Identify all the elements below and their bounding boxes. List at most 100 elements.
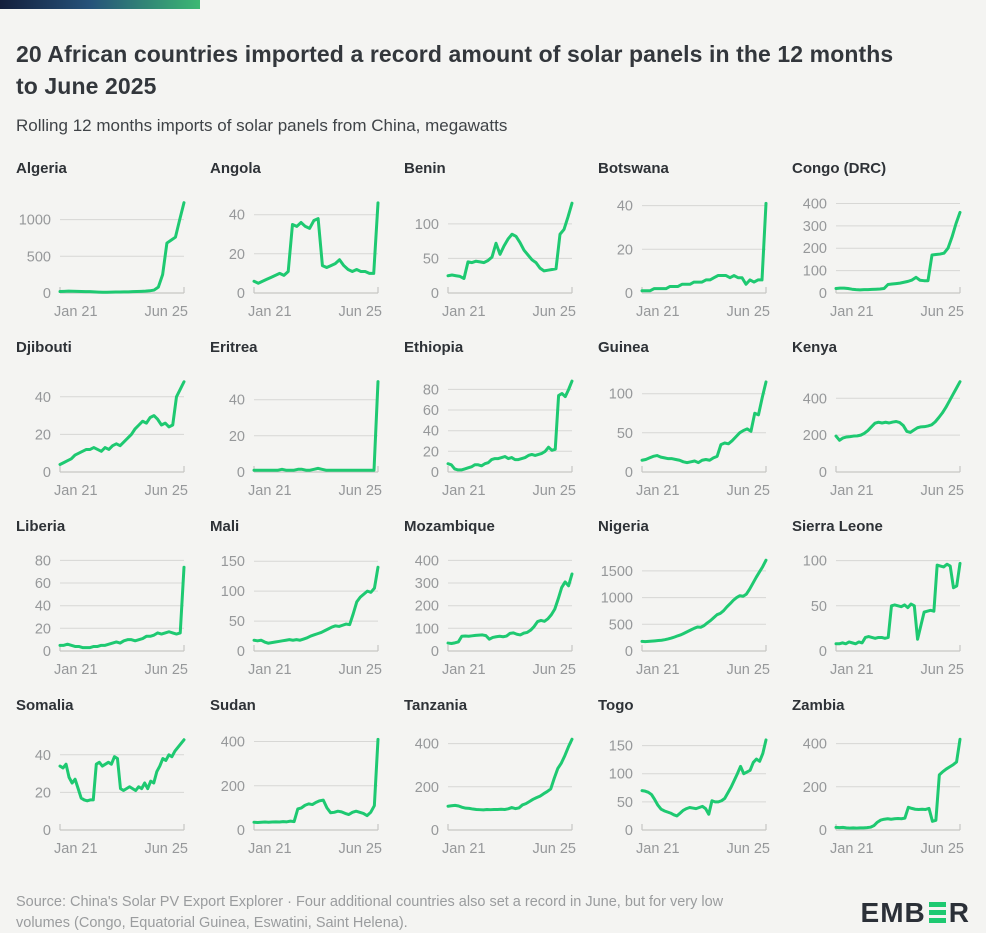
chart-cell-botswana: Botswana 0 20 40 Jan 21 Jun 25: [598, 160, 776, 339]
data-series-line: [446, 738, 574, 812]
x-tick-label-end: Jun 25: [920, 841, 964, 857]
x-tick-label-start: Jan 21: [442, 483, 486, 499]
y-tick-label: 0: [819, 465, 827, 481]
y-tick-label: 60: [35, 576, 51, 592]
y-tick-label: 200: [803, 242, 827, 258]
y-tick-label: 20: [35, 428, 51, 444]
y-tick-label: 50: [423, 252, 439, 268]
x-tick-label-start: Jan 21: [636, 483, 680, 499]
y-tick-label: 200: [803, 780, 827, 796]
data-series-line: [834, 211, 962, 292]
y-tick-label: 20: [35, 786, 51, 802]
x-tick-label-end: Jun 25: [144, 304, 188, 320]
x-tick-label-start: Jan 21: [442, 841, 486, 857]
chart-title: Algeria: [16, 160, 67, 178]
y-tick-label: 300: [803, 219, 827, 235]
line-chart: 0 500 1000 Jan 21 Jun 25: [19, 201, 188, 320]
chart-cell-benin: Benin 0 50 100 Jan 21 Jun 25: [404, 160, 582, 339]
line-chart: 0 200 400 Jan 21 Jun 25: [221, 735, 382, 858]
y-tick-label: 0: [625, 286, 633, 302]
y-tick-label: 0: [237, 644, 245, 660]
y-tick-label: 0: [819, 644, 827, 660]
y-tick-label: 40: [617, 199, 633, 215]
y-tick-label: 0: [431, 644, 439, 660]
chart-cell-guinea: Guinea 0 50 100 Jan 21 Jun 25: [598, 339, 776, 518]
x-tick-label-start: Jan 21: [636, 304, 680, 320]
y-tick-label: 150: [609, 739, 633, 755]
brand-gradient-bar: [0, 0, 200, 9]
x-tick-label-start: Jan 21: [54, 483, 98, 499]
x-tick-label-end: Jun 25: [920, 662, 964, 678]
y-tick-label: 50: [617, 426, 633, 442]
x-tick-label-start: Jan 21: [54, 841, 98, 857]
line-chart: 0 20 40 Jan 21 Jun 25: [229, 201, 382, 320]
x-tick-label-end: Jun 25: [726, 304, 770, 320]
y-tick-label: 400: [803, 392, 827, 408]
y-tick-label: 40: [35, 390, 51, 406]
y-tick-label: 300: [415, 576, 439, 592]
data-series-line: [58, 380, 186, 467]
x-tick-label-start: Jan 21: [248, 304, 292, 320]
line-chart: 0 20 40 Jan 21 Jun 25: [229, 380, 382, 499]
chart-title: Somalia: [16, 697, 74, 715]
y-tick-label: 0: [237, 823, 245, 839]
y-tick-label: 100: [415, 622, 439, 638]
ember-logo-green-e-icon: [928, 902, 946, 924]
data-series-line: [640, 202, 768, 293]
y-tick-label: 50: [811, 599, 827, 615]
y-tick-label: 0: [625, 823, 633, 839]
data-series-line: [58, 201, 186, 295]
y-tick-label: 80: [423, 383, 439, 399]
chart-cell-sierra-leone: Sierra Leone 0 50 100 Jan 21 Jun 25: [792, 518, 970, 697]
y-tick-label: 20: [35, 622, 51, 638]
data-series-line: [252, 738, 380, 825]
data-series-line: [58, 738, 186, 803]
chart-cell-mozambique: Mozambique 0 100 200 300 400 Jan 21 Jun 25: [404, 518, 582, 697]
y-tick-label: 400: [803, 737, 827, 753]
y-tick-label: 150: [221, 555, 245, 571]
x-tick-label-end: Jun 25: [338, 662, 382, 678]
line-chart: 0 20 40 Jan 21 Jun 25: [617, 199, 770, 320]
chart-cell-eritrea: Eritrea 0 20 40 Jan 21 Jun 25: [210, 339, 388, 518]
chart-title: Eritrea: [210, 339, 258, 357]
x-tick-label-end: Jun 25: [920, 304, 964, 320]
y-tick-label: 1000: [601, 591, 633, 607]
line-chart: 0 20 40 60 80 Jan 21 Jun 25: [35, 554, 188, 679]
chart-cell-nigeria: Nigeria 0 500 1000 1500 Jan 21 Jun 25: [598, 518, 776, 697]
y-tick-label: 100: [803, 554, 827, 570]
chart-title: Angola: [210, 160, 261, 178]
line-chart: 0 20 40 Jan 21 Jun 25: [35, 380, 188, 499]
y-tick-label: 1500: [601, 564, 633, 580]
x-tick-label-start: Jan 21: [830, 483, 874, 499]
line-chart: 0 200 400 Jan 21 Jun 25: [803, 380, 964, 499]
x-tick-label-start: Jan 21: [442, 304, 486, 320]
y-tick-label: 100: [221, 585, 245, 601]
y-tick-label: 400: [415, 554, 439, 570]
charts-grid: Algeria 0 500 1000 Jan 21 Jun 25 Angola 0 20 40 Ja…: [0, 160, 986, 876]
y-tick-label: 60: [423, 403, 439, 419]
x-tick-label-end: Jun 25: [726, 662, 770, 678]
x-tick-label-end: Jun 25: [338, 483, 382, 499]
chart-title: Botswana: [598, 160, 669, 178]
x-tick-label-start: Jan 21: [636, 662, 680, 678]
line-chart: 0 500 1000 1500 Jan 21 Jun 25: [601, 559, 770, 678]
chart-cell-kenya: Kenya 0 200 400 Jan 21 Jun 25: [792, 339, 970, 518]
y-tick-label: 200: [803, 429, 827, 445]
y-tick-label: 20: [229, 247, 245, 263]
y-tick-label: 500: [27, 250, 51, 266]
chart-cell-liberia: Liberia 0 20 40 60 80 Jan 21 Jun 25: [16, 518, 194, 697]
x-tick-label-start: Jan 21: [442, 662, 486, 678]
y-tick-label: 400: [415, 737, 439, 753]
chart-title: Benin: [404, 160, 446, 178]
chart-title: Guinea: [598, 339, 649, 357]
chart-cell-angola: Angola 0 20 40 Jan 21 Jun 25: [210, 160, 388, 339]
data-series-line: [640, 738, 768, 818]
chart-title: Mali: [210, 518, 240, 536]
data-series-line: [252, 201, 380, 286]
y-tick-label: 20: [617, 243, 633, 259]
x-tick-label-end: Jun 25: [338, 841, 382, 857]
y-tick-label: 100: [803, 264, 827, 280]
y-tick-label: 40: [35, 748, 51, 764]
chart-cell-djibouti: Djibouti 0 20 40 Jan 21 Jun 25: [16, 339, 194, 518]
